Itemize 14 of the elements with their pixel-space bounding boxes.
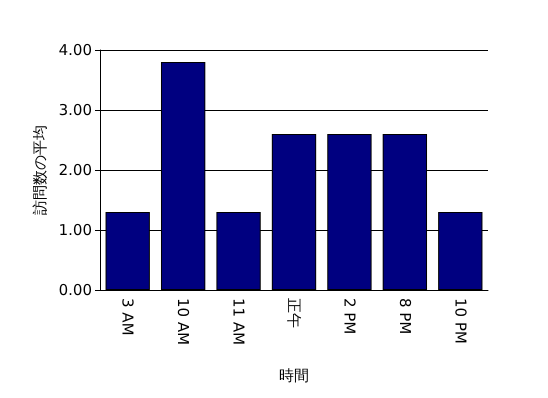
- x-tick-label: 2 PM: [340, 298, 358, 334]
- x-tick-label: 10 PM: [451, 298, 470, 344]
- y-tick-label: 0.00: [58, 281, 92, 299]
- x-tick-label: 正午: [285, 298, 303, 328]
- x-tick-label: 11 AM: [230, 298, 248, 346]
- y-tick-label: 1.00: [58, 221, 92, 239]
- y-tick-label: 2.00: [58, 161, 92, 179]
- y-axis-title: 訪問数の平均: [31, 125, 50, 215]
- y-tick-label: 4.00: [58, 41, 92, 59]
- x-tick-label: 3 AM: [118, 298, 137, 336]
- x-tick-label: 8 PM: [396, 298, 414, 334]
- x-tick-label: 10 AM: [174, 298, 192, 346]
- x-axis-title: 時間: [279, 366, 309, 384]
- y-tick-label: 3.00: [58, 101, 92, 119]
